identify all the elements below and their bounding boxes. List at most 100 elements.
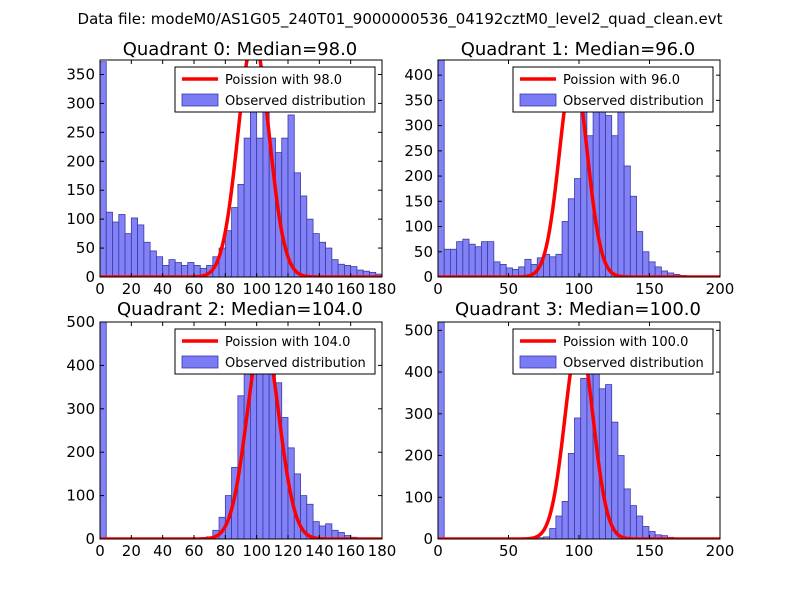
- histogram-bar: [629, 195, 637, 277]
- histogram-bar: [155, 256, 164, 277]
- x-tick-label: 180: [368, 280, 397, 298]
- histogram-bar: [468, 243, 476, 277]
- histogram-bar: [629, 505, 637, 539]
- histogram-bar: [438, 322, 445, 539]
- histogram-bar: [450, 248, 458, 277]
- x-tick-label: 160: [336, 280, 365, 298]
- plot-area: [100, 322, 382, 539]
- histogram-bar: [499, 263, 507, 277]
- histogram-bar: [555, 515, 563, 539]
- axes-frame: [99, 321, 383, 540]
- y-tick-label: 200: [404, 447, 433, 465]
- histogram-bar: [474, 246, 482, 277]
- y-tick-label: 0: [423, 530, 433, 548]
- x-tick-label: 20: [122, 542, 141, 560]
- y-tick-label: 400: [404, 363, 433, 381]
- histogram-bar: [143, 241, 151, 277]
- legend-observed-swatch: [519, 355, 557, 369]
- histogram-bar: [318, 241, 327, 277]
- histogram-bar: [456, 241, 464, 277]
- histogram-bar: [549, 528, 557, 539]
- histogram-bar: [325, 523, 333, 539]
- y-tick-label: 250: [404, 142, 433, 160]
- legend-observed-swatch: [519, 93, 557, 107]
- histogram-bar: [306, 218, 314, 277]
- histogram-bar: [617, 110, 625, 277]
- y-tick-label: 300: [66, 94, 95, 112]
- y-tick-label: 200: [404, 167, 433, 185]
- histogram-bar: [137, 224, 145, 277]
- x-tick-label: 200: [706, 542, 735, 560]
- histogram-bar: [555, 253, 563, 277]
- histogram-bar: [623, 165, 631, 277]
- x-tick-label: 60: [184, 280, 203, 298]
- histogram-bar: [636, 231, 644, 277]
- histogram-bar: [481, 241, 489, 277]
- y-tick-label: 500: [66, 313, 95, 331]
- histogram-bar: [105, 211, 113, 277]
- histogram-bar: [256, 137, 264, 277]
- histogram-bar: [300, 195, 308, 277]
- histogram-bar: [337, 263, 345, 277]
- histogram-bar: [256, 356, 264, 539]
- y-tick-label: 100: [66, 487, 95, 505]
- histogram-bar: [237, 184, 245, 277]
- legend-observed-label: Observed distribution: [563, 356, 704, 371]
- legend: Poission with 100.0 Observed distributio…: [512, 328, 714, 375]
- histogram-bar: [112, 221, 120, 277]
- histogram-bar: [168, 259, 176, 277]
- histogram-bar: [293, 172, 301, 277]
- y-tick-label: 50: [414, 243, 433, 261]
- panel-title: Quadrant 0: Median=98.0: [123, 39, 358, 60]
- histogram-bar: [487, 241, 495, 277]
- histogram-bar: [118, 214, 126, 277]
- legend-observed-label: Observed distribution: [225, 94, 366, 109]
- x-tick-label: 160: [336, 542, 365, 560]
- panel-quadrant-1: Quadrant 1: Median=96.0 Poission with 96…: [404, 39, 734, 298]
- histogram-bar: [493, 261, 501, 277]
- histogram-bar: [642, 251, 650, 277]
- x-tick-label: 0: [433, 280, 443, 298]
- x-tick-label: 140: [305, 280, 334, 298]
- panel-quadrant-2: Quadrant 2: Median=104.0 Poission with 1…: [66, 299, 396, 560]
- histogram-bar: [174, 262, 182, 277]
- histogram-bar: [438, 60, 445, 277]
- x-tick-label: 40: [153, 280, 172, 298]
- panel-title: Quadrant 2: Median=104.0: [117, 299, 363, 320]
- histogram-bar: [100, 322, 107, 539]
- y-tick-label: 0: [85, 268, 95, 286]
- legend-poisson-label: Poission with 104.0: [225, 335, 350, 350]
- y-tick-label: 100: [404, 218, 433, 236]
- x-tick-label: 150: [635, 280, 664, 298]
- y-tick-label: 400: [404, 66, 433, 84]
- panel-title: Quadrant 3: Median=100.0: [455, 299, 701, 320]
- x-tick-label: 20: [122, 280, 141, 298]
- histogram-bar: [325, 247, 333, 277]
- x-tick-label: 0: [433, 542, 443, 560]
- histogram-bar: [124, 233, 132, 277]
- y-tick-label: 400: [66, 356, 95, 374]
- histogram-bar: [574, 417, 582, 539]
- x-tick-label: 180: [368, 542, 397, 560]
- legend-observed-label: Observed distribution: [563, 94, 704, 109]
- y-tick-label: 300: [404, 405, 433, 423]
- histogram-bar: [567, 198, 575, 277]
- histogram-bar: [187, 262, 195, 277]
- x-tick-label: 50: [499, 542, 518, 560]
- x-tick-label: 80: [216, 280, 235, 298]
- y-tick-label: 100: [66, 210, 95, 228]
- histogram-bar: [611, 421, 619, 539]
- y-tick-label: 300: [404, 117, 433, 135]
- histogram-bar: [443, 248, 451, 277]
- histogram-bar: [611, 135, 619, 277]
- histogram-bar: [243, 137, 251, 277]
- y-tick-label: 200: [66, 152, 95, 170]
- panel-quadrant-3: Quadrant 3: Median=100.0 Poission with 1…: [404, 299, 734, 560]
- legend-observed-swatch: [181, 93, 219, 107]
- histogram-bar: [149, 250, 157, 277]
- x-tick-label: 100: [242, 542, 271, 560]
- x-tick-label: 150: [635, 542, 664, 560]
- y-tick-label: 0: [85, 530, 95, 548]
- x-tick-label: 0: [95, 542, 105, 560]
